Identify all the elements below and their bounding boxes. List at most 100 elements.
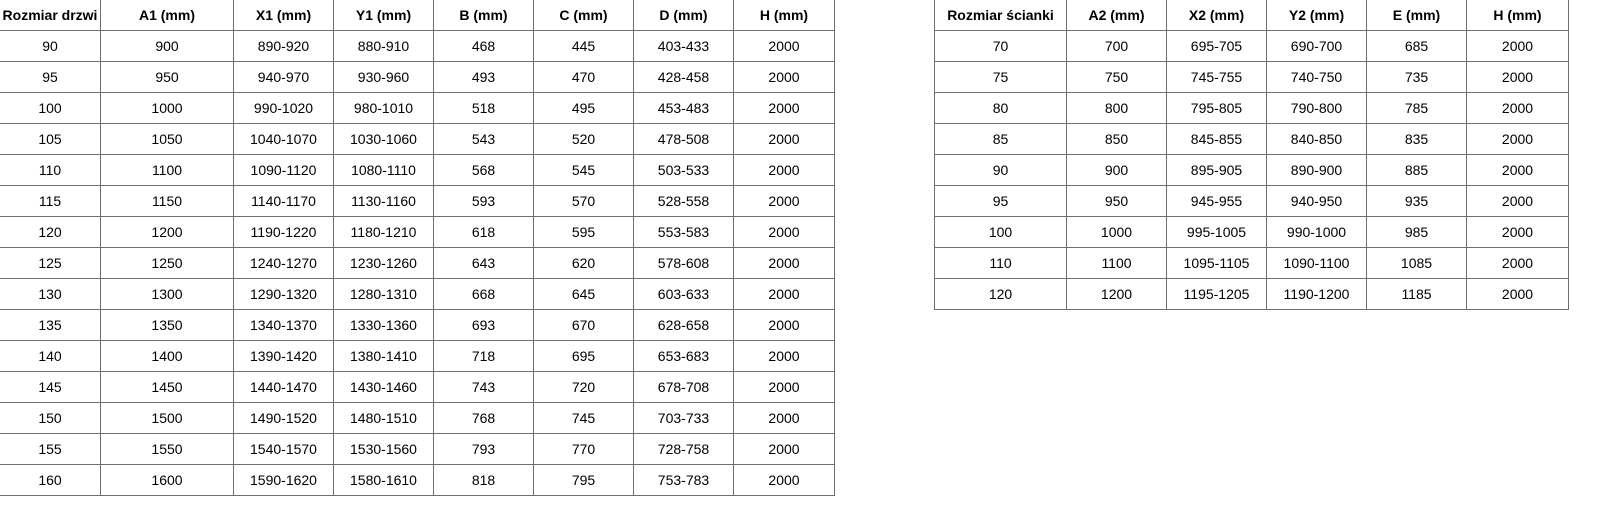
table-row: 105 1050 1040-1070 1030-1060 543 520 478-508 20…	[0, 123, 835, 155]
table-cell: 703-733	[633, 402, 734, 434]
table-cell: 2000	[1466, 185, 1569, 217]
table-cell: 518	[433, 92, 534, 124]
table-cell: 850	[1066, 123, 1167, 155]
table-cell: 743	[433, 371, 534, 403]
table-cell: 70	[934, 30, 1067, 62]
table-cell: 1150	[100, 185, 234, 217]
table-cell: 950	[100, 61, 234, 93]
table-row: 115 1150 1140-1170 1130-1160 593 570 528-558 20…	[0, 185, 835, 217]
table-cell: 135	[0, 309, 101, 341]
table-cell: 1340-1370	[233, 309, 334, 341]
table-row: 90 900 890-920 880-910 468 445 403-433 2000	[0, 30, 835, 62]
table-cell: 468	[433, 30, 534, 62]
table-cell: 1095-1105	[1166, 247, 1267, 279]
column-header: B (mm)	[433, 0, 534, 31]
table-cell: 593	[433, 185, 534, 217]
table-cell: 668	[433, 278, 534, 310]
table-cell: 695	[533, 340, 634, 372]
table-cell: 750	[1066, 61, 1167, 93]
table-cell: 140	[0, 340, 101, 372]
wall-size-table: Rozmiar ścianki A2 (mm) X2 (mm) Y2 (mm) E (m…	[934, 0, 1569, 310]
column-header: H (mm)	[733, 0, 835, 31]
table-cell: 2000	[733, 30, 835, 62]
table-cell: 990-1020	[233, 92, 334, 124]
table-cell: 840-850	[1266, 123, 1367, 155]
table-cell: 495	[533, 92, 634, 124]
table-cell: 728-758	[633, 433, 734, 465]
column-header: H (mm)	[1466, 0, 1569, 31]
table-row: 120 1200 1190-1220 1180-1210 618 595 553-583 20…	[0, 216, 835, 248]
table-row: 110 1100 1095-1105 1090-1100 1085 2000	[934, 247, 1569, 279]
table-cell: 2000	[733, 247, 835, 279]
table-cell: 990-1000	[1266, 216, 1367, 248]
table-row: 125 1250 1240-1270 1230-1260 643 620 578-608 20…	[0, 247, 835, 279]
table-cell: 1140-1170	[233, 185, 334, 217]
table-row: 120 1200 1195-1205 1190-1200 1185 2000	[934, 278, 1569, 310]
table-cell: 1085	[1366, 247, 1467, 279]
table-cell: 890-900	[1266, 154, 1367, 186]
table-cell: 1030-1060	[333, 123, 434, 155]
table-cell: 935	[1366, 185, 1467, 217]
table-cell: 690-700	[1266, 30, 1367, 62]
table-cell: 2000	[1466, 216, 1569, 248]
table-cell: 2000	[733, 154, 835, 186]
table-cell: 785	[1366, 92, 1467, 124]
table-cell: 695-705	[1166, 30, 1267, 62]
table-cell: 95	[0, 61, 101, 93]
table-cell: 2000	[733, 123, 835, 155]
table-cell: 745-755	[1166, 61, 1267, 93]
table-cell: 1390-1420	[233, 340, 334, 372]
table-cell: 985	[1366, 216, 1467, 248]
table-cell: 95	[934, 185, 1067, 217]
table-cell: 2000	[1466, 30, 1569, 62]
table-cell: 2000	[733, 464, 835, 496]
table-cell: 90	[934, 154, 1067, 186]
table-cell: 1580-1610	[333, 464, 434, 496]
table-cell: 1450	[100, 371, 234, 403]
table-cell: 1000	[100, 92, 234, 124]
table-cell: 603-633	[633, 278, 734, 310]
table-cell: 110	[934, 247, 1067, 279]
table-cell: 678-708	[633, 371, 734, 403]
column-header: X1 (mm)	[233, 0, 334, 31]
table-cell: 670	[533, 309, 634, 341]
table-cell: 2000	[1466, 154, 1569, 186]
table-cell: 155	[0, 433, 101, 465]
table-cell: 790-800	[1266, 92, 1367, 124]
column-header: Y2 (mm)	[1266, 0, 1367, 31]
table-cell: 528-558	[633, 185, 734, 217]
table-cell: 793	[433, 433, 534, 465]
table-cell: 100	[934, 216, 1067, 248]
table-cell: 568	[433, 154, 534, 186]
table-cell: 845-855	[1166, 123, 1267, 155]
table-cell: 770	[533, 433, 634, 465]
table-cell: 645	[533, 278, 634, 310]
table-cell: 520	[533, 123, 634, 155]
table-cell: 130	[0, 278, 101, 310]
table-cell: 735	[1366, 61, 1467, 93]
table-cell: 700	[1066, 30, 1167, 62]
table-cell: 150	[0, 402, 101, 434]
table-row: 95 950 945-955 940-950 935 2000	[934, 185, 1569, 217]
table-row: 100 1000 995-1005 990-1000 985 2000	[934, 216, 1569, 248]
table-cell: 1540-1570	[233, 433, 334, 465]
table-cell: 1300	[100, 278, 234, 310]
table-cell: 1130-1160	[333, 185, 434, 217]
table-cell: 2000	[1466, 92, 1569, 124]
table-cell: 980-1010	[333, 92, 434, 124]
column-header: E (mm)	[1366, 0, 1467, 31]
table-row: 90 900 895-905 890-900 885 2000	[934, 154, 1569, 186]
table-cell: 818	[433, 464, 534, 496]
table-cell: 940-950	[1266, 185, 1367, 217]
column-header: C (mm)	[533, 0, 634, 31]
table-row: 110 1100 1090-1120 1080-1110 568 545 503-533 20…	[0, 154, 835, 186]
table-cell: 2000	[1466, 278, 1569, 310]
table-cell: 1190-1200	[1266, 278, 1367, 310]
table-cell: 1480-1510	[333, 402, 434, 434]
table-cell: 1500	[100, 402, 234, 434]
table-cell: 995-1005	[1166, 216, 1267, 248]
table-cell: 900	[100, 30, 234, 62]
table-cell: 795	[533, 464, 634, 496]
table-cell: 1180-1210	[333, 216, 434, 248]
table-cell: 1280-1310	[333, 278, 434, 310]
